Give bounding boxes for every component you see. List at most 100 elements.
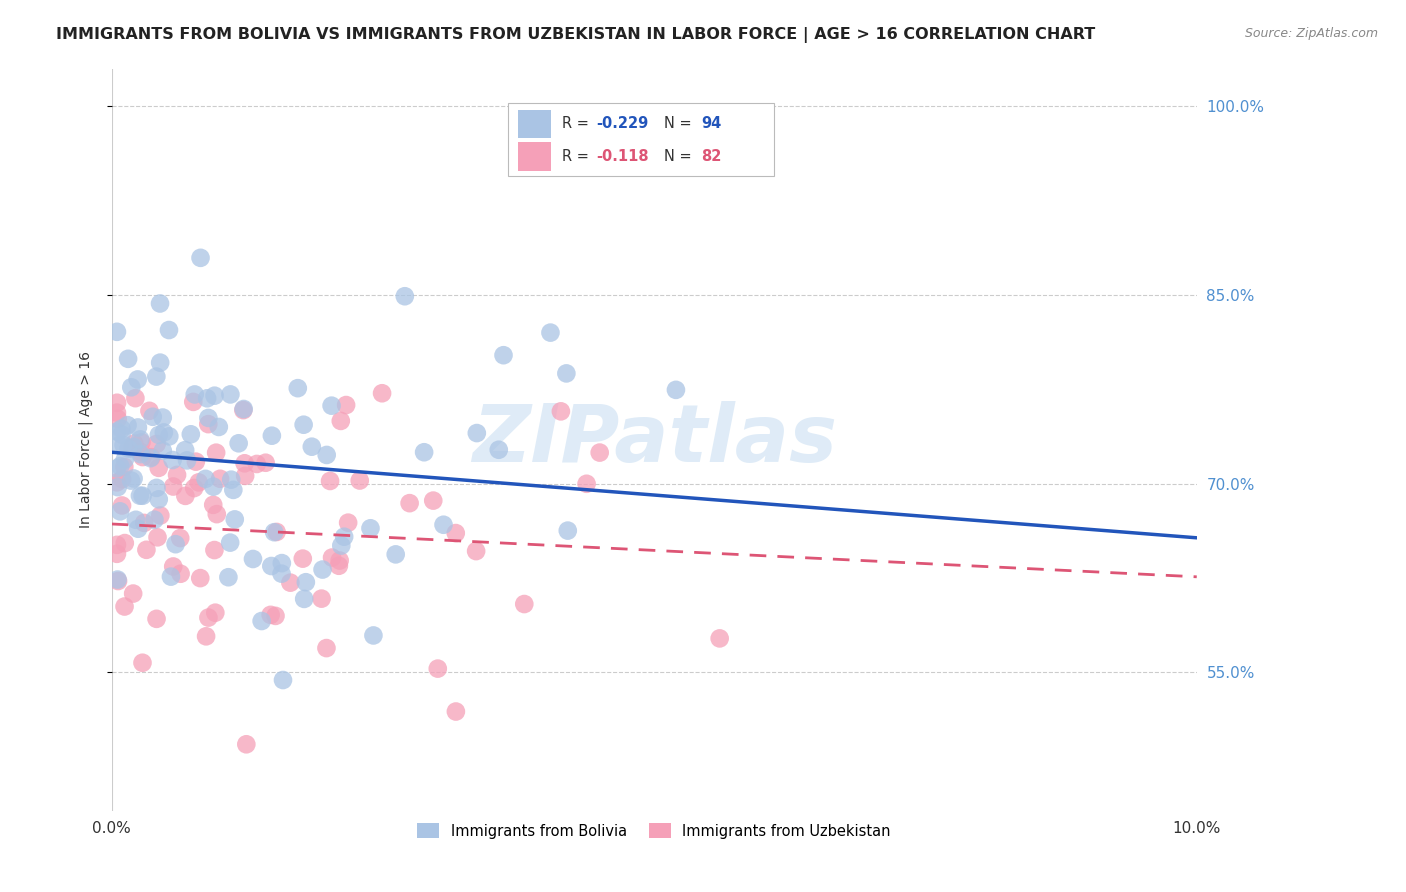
Point [183,481,205,495]
Point [209,472,232,486]
Point [465,544,488,558]
Y-axis label: In Labor Force | Age > 16: In Labor Force | Age > 16 [79,351,93,528]
Point [107,480,129,494]
Point [125,513,148,527]
Point [153,425,176,440]
Text: IMMIGRANTS FROM BOLIVIA VS IMMIGRANTS FROM UZBEKISTAN IN LABOR FORCE | AGE > 16 : IMMIGRANTS FROM BOLIVIA VS IMMIGRANTS FR… [56,27,1095,43]
Point [204,543,226,558]
Point [444,526,467,541]
Point [105,475,128,490]
Point [105,406,128,420]
Point [224,512,246,526]
Point [329,414,352,428]
Point [492,348,515,362]
Point [122,471,145,485]
Point [120,474,142,488]
Point [219,535,242,549]
Point [112,459,135,474]
Point [413,445,436,459]
Point [444,705,467,719]
Point [555,367,578,381]
Point [110,459,132,474]
Point [188,571,211,585]
Point [328,558,350,573]
Point [197,411,219,425]
Point [321,399,343,413]
Point [110,422,132,436]
Point [194,472,217,486]
Point [575,476,598,491]
FancyBboxPatch shape [519,143,551,170]
Point [143,513,166,527]
Point [232,402,254,417]
Point [589,445,612,459]
Point [145,481,167,495]
Point [263,525,285,540]
Point [135,542,157,557]
Point [114,599,136,614]
Point [148,428,170,442]
Point [127,522,149,536]
Point [138,404,160,418]
Point [139,451,162,466]
Point [127,420,149,434]
Point [540,326,562,340]
Point [117,418,139,433]
Point [152,410,174,425]
Point [709,632,731,646]
Point [426,662,449,676]
Point [254,456,277,470]
FancyBboxPatch shape [519,110,551,138]
Point [422,493,444,508]
Point [162,453,184,467]
Point [131,489,153,503]
Point [266,524,288,539]
Point [335,398,357,412]
Point [145,369,167,384]
Point [359,521,381,535]
Point [121,442,143,456]
Point [259,607,281,622]
Point [114,536,136,550]
Point [321,550,343,565]
Point [122,440,145,454]
Point [315,641,337,656]
Point [146,530,169,544]
Point [233,456,256,470]
Point [349,474,371,488]
Point [235,737,257,751]
Point [202,498,225,512]
Point [129,447,152,461]
Point [280,575,302,590]
Point [148,460,170,475]
Point [114,452,136,467]
Point [145,437,167,451]
Point [311,591,333,606]
Point [127,372,149,386]
Point [337,516,360,530]
Point [208,420,231,434]
Point [205,507,228,521]
Text: ZIPatlas: ZIPatlas [471,401,837,479]
Point [105,547,128,561]
Point [330,539,353,553]
Point [174,443,197,458]
Legend: Immigrants from Bolivia, Immigrants from Uzbekistan: Immigrants from Bolivia, Immigrants from… [412,817,897,845]
Point [111,472,134,486]
Point [202,480,225,494]
Point [311,563,333,577]
Point [384,547,406,561]
Point [371,386,394,401]
Point [287,381,309,395]
Point [292,417,315,432]
Point [131,435,153,450]
Point [111,499,134,513]
Point [110,427,132,442]
Point [205,445,228,459]
Point [329,553,352,567]
Point [108,438,131,452]
Point [488,442,510,457]
Point [250,614,273,628]
Point [465,425,488,440]
Point [195,392,218,406]
